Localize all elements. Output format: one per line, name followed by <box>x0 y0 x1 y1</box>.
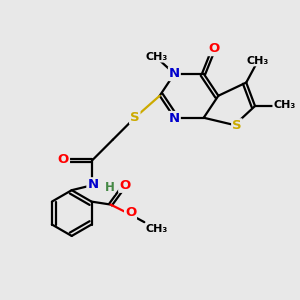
Text: S: S <box>130 111 140 124</box>
Text: N: N <box>169 67 180 80</box>
Text: S: S <box>232 119 242 132</box>
Text: O: O <box>125 206 136 219</box>
Text: O: O <box>119 179 130 192</box>
Text: N: N <box>169 112 180 125</box>
Text: CH₃: CH₃ <box>247 56 269 65</box>
Text: H: H <box>105 181 114 194</box>
Text: N: N <box>87 178 98 191</box>
Text: CH₃: CH₃ <box>146 224 168 234</box>
Text: CH₃: CH₃ <box>146 52 168 62</box>
Text: CH₃: CH₃ <box>273 100 296 110</box>
Text: O: O <box>208 42 220 55</box>
Text: O: O <box>58 153 69 166</box>
